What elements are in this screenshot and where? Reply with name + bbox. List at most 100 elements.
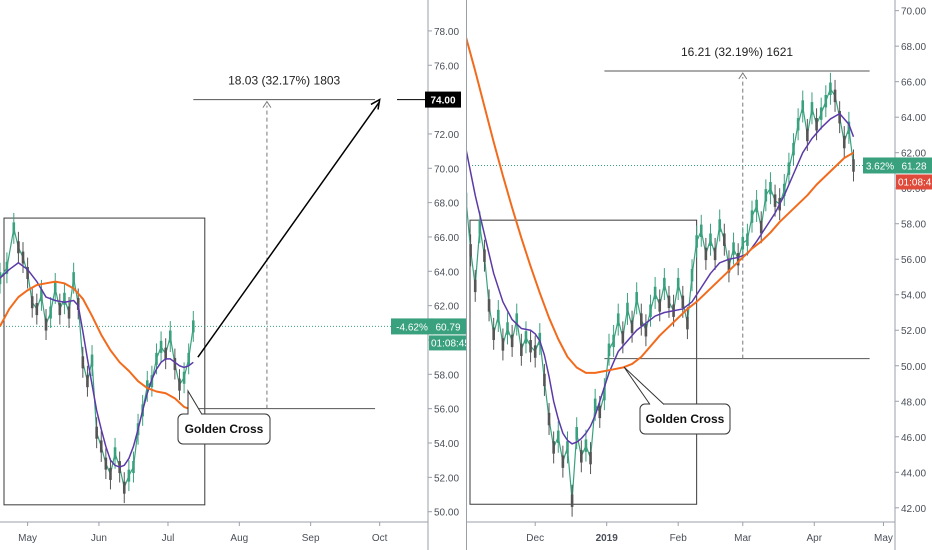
price-candle-body xyxy=(72,272,75,285)
price-candle-body xyxy=(127,469,131,482)
current-price-tag-label: 60.79 xyxy=(435,322,460,333)
panel-divider xyxy=(466,0,467,550)
y-tick-label: 68.00 xyxy=(901,42,926,53)
price-candle-body xyxy=(746,233,749,246)
price-candle-body xyxy=(658,299,662,312)
y-tick-label: 58.00 xyxy=(901,220,926,231)
x-tick-label: Apr xyxy=(806,533,822,544)
measure-label: 16.21 (32.19%) 1621 xyxy=(681,45,793,59)
price-candle-body xyxy=(570,494,574,507)
price-candle-body xyxy=(510,334,514,348)
price-candle-body xyxy=(21,251,25,264)
y-tick-label: 44.00 xyxy=(901,468,926,479)
price-candle-body xyxy=(580,450,583,463)
price-candle-body xyxy=(695,235,698,248)
price-candle-body xyxy=(782,183,786,197)
y-tick-label: 66.00 xyxy=(434,233,459,244)
x-tick-label: Mar xyxy=(734,533,752,544)
price-candle-body xyxy=(810,102,814,115)
price-candle-body xyxy=(178,378,181,391)
price-candle-body xyxy=(515,313,519,326)
y-tick-label: 78.00 xyxy=(434,27,459,38)
x-tick-label: Feb xyxy=(670,533,688,544)
countdown-tag xyxy=(896,174,932,190)
price-candle-body xyxy=(801,100,805,113)
price-candle-body xyxy=(718,219,722,232)
price-candle-body xyxy=(132,461,135,474)
price-candle-body xyxy=(155,352,158,365)
y-tick-label: 72.00 xyxy=(434,130,459,141)
highlight-box xyxy=(3,217,206,506)
price-candle-body xyxy=(520,343,523,356)
change-badge-label: 3.62% xyxy=(866,161,894,172)
y-tick-label: 76.00 xyxy=(434,61,459,72)
measure-label: 18.03 (32.17%) 1803 xyxy=(228,74,340,88)
price-candle-body xyxy=(787,162,791,175)
price-candle-body xyxy=(635,292,638,305)
price-candle-body xyxy=(182,371,186,384)
countdown-tag-label: 01:08:45 xyxy=(898,177,932,188)
y-tick-label: 46.00 xyxy=(901,433,926,444)
price-candle-body xyxy=(824,94,828,108)
chart-right-canvas[interactable]: 42.00 44.00 46.00 48.00 50.00 52.00 54.00 56.00… xyxy=(466,0,932,550)
price-candle-body xyxy=(759,221,763,234)
price-candle-body xyxy=(191,320,195,333)
current-price-tag xyxy=(431,318,466,335)
y-tick-label: 64.00 xyxy=(434,267,459,278)
chart-panel-right[interactable]: 42.00 44.00 46.00 48.00 50.00 52.00 54.00 56.00… xyxy=(466,0,932,550)
price-candle-body xyxy=(113,447,117,460)
price-candle-body xyxy=(598,405,602,419)
price-candle-body xyxy=(168,330,172,343)
current-price-tag-label: 61.28 xyxy=(901,161,926,172)
price-candle-body xyxy=(533,345,537,358)
price-candle-body xyxy=(653,286,657,300)
price-candle-body xyxy=(496,309,500,323)
target-price-tag-label: 74.00 xyxy=(430,96,455,107)
price-candle-body xyxy=(713,247,717,261)
price-candle-body xyxy=(792,142,795,156)
price-candle-body xyxy=(829,82,832,95)
countdown-tag xyxy=(429,335,466,351)
y-tick-label: 68.00 xyxy=(434,199,459,210)
price-candle-body xyxy=(469,244,472,257)
price-candle-body xyxy=(122,481,126,494)
measure-arrowhead xyxy=(262,100,272,108)
price-candle-body xyxy=(584,439,588,452)
price-candle-body xyxy=(736,253,740,266)
price-candle-body xyxy=(704,247,708,261)
price-candle-body xyxy=(5,261,9,274)
price-candle-body xyxy=(99,440,103,453)
price-candle-body xyxy=(556,430,560,443)
price-candle-body xyxy=(35,303,39,316)
y-tick-label: 62.00 xyxy=(901,149,926,160)
golden-cross-callout-label: Golden Cross xyxy=(185,422,264,436)
x-tick-label: Aug xyxy=(230,533,248,544)
y-tick-label: 50.00 xyxy=(434,508,459,519)
y-tick-label: 56.00 xyxy=(434,405,459,416)
price-candle-body xyxy=(12,222,16,235)
price-candle-body xyxy=(667,295,671,309)
chart-left-canvas[interactable]: 50.0052.0054.0056.0058.0060.0062.0064.00… xyxy=(0,0,466,550)
y-tick-label: 54.00 xyxy=(901,291,926,302)
price-candle-body xyxy=(621,331,625,344)
price-candle-body xyxy=(483,249,486,262)
price-candle-body xyxy=(58,303,62,316)
slow-moving-average-line xyxy=(466,37,854,374)
price-candle-body xyxy=(838,110,841,124)
golden-cross-callout xyxy=(639,403,731,435)
price-candle-body xyxy=(612,334,615,348)
price-candle-body xyxy=(145,380,149,393)
price-candle-body xyxy=(727,260,731,273)
y-tick-label: 66.00 xyxy=(901,78,926,89)
chart-panel-left[interactable]: 50.0052.0054.0056.0058.0060.0062.0064.00… xyxy=(0,0,466,550)
golden-cross-callout xyxy=(177,413,271,445)
price-candle-body xyxy=(561,455,565,468)
golden-cross-callout-pointer xyxy=(187,389,203,415)
price-candle-body xyxy=(833,89,837,103)
x-tick-label: Oct xyxy=(372,533,388,544)
y-tick-label: 64.00 xyxy=(901,113,926,124)
target-price-tag xyxy=(425,91,461,108)
price-candle-body xyxy=(501,338,505,351)
price-candle-body xyxy=(764,189,768,202)
x-tick-label: 2019 xyxy=(596,533,619,544)
